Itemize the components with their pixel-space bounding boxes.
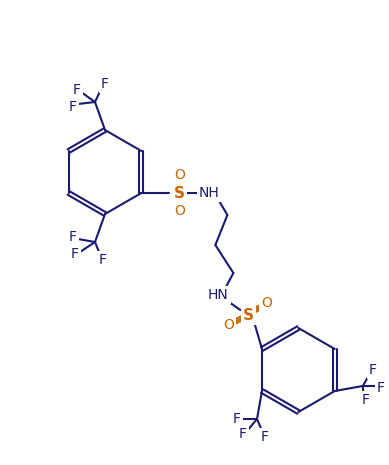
Text: NH: NH [199,186,220,200]
Text: F: F [73,83,81,97]
Text: F: F [369,363,377,377]
Text: F: F [377,381,385,395]
Text: S: S [243,307,254,323]
Text: HN: HN [208,288,229,302]
Text: F: F [101,77,109,91]
Text: O: O [174,204,185,218]
Text: F: F [261,430,269,444]
Text: F: F [239,427,247,441]
Text: O: O [223,318,234,332]
Text: F: F [99,253,107,267]
Text: F: F [233,412,241,426]
Text: O: O [174,168,185,182]
Text: O: O [261,296,272,310]
Text: F: F [69,100,77,114]
Text: S: S [174,186,185,200]
Text: F: F [71,247,79,261]
Text: F: F [362,393,370,407]
Text: F: F [69,230,77,244]
